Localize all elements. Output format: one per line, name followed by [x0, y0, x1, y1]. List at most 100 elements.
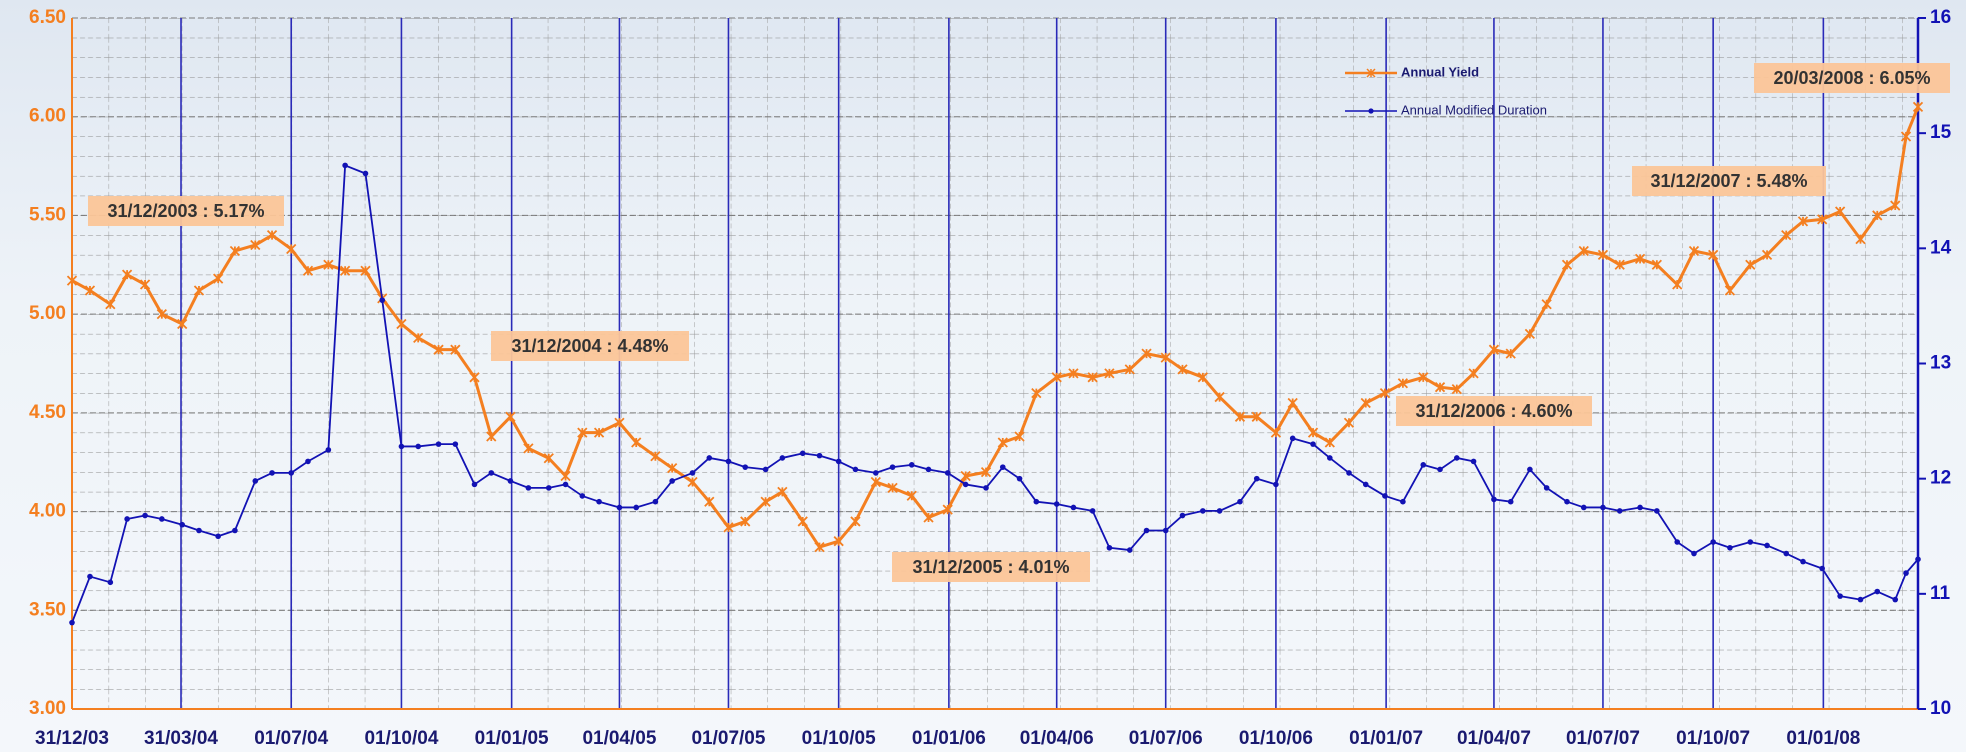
point-marker [1270, 427, 1282, 438]
point-marker [213, 273, 224, 284]
point-marker [1835, 206, 1846, 217]
annotation: 31/12/2004 : 4.48% [511, 336, 668, 356]
annotation-box [892, 552, 1090, 582]
point-marker [1379, 387, 1391, 399]
y-tick-label: 4.50 [29, 402, 66, 423]
point-marker [1470, 458, 1477, 465]
point-marker [87, 573, 93, 580]
point-marker [816, 452, 823, 459]
point-marker [1800, 558, 1806, 565]
y2-tick-label: 16 [1930, 7, 1951, 28]
point-marker [1287, 397, 1298, 409]
point-marker [325, 447, 332, 453]
x-tick-label: 01/01/07 [1349, 728, 1423, 749]
point-marker [269, 470, 275, 476]
annotation-box [491, 331, 689, 361]
point-marker [1068, 368, 1079, 379]
point-marker [1874, 588, 1881, 595]
point-marker [1634, 253, 1646, 264]
point-marker [814, 541, 825, 553]
point-marker [579, 493, 586, 499]
point-marker [286, 243, 297, 255]
point-marker [1346, 470, 1352, 476]
point-marker [1400, 498, 1406, 505]
point-marker [1382, 493, 1388, 499]
point-marker [1857, 596, 1864, 603]
x-tick-label: 31/12/03 [35, 728, 109, 749]
point-marker [215, 533, 221, 540]
point-marker [706, 455, 713, 461]
point-marker [305, 458, 311, 465]
point-marker [1616, 508, 1623, 514]
point-marker [1437, 466, 1443, 473]
annotation: 31/12/2006 : 4.60% [1415, 401, 1572, 421]
point-marker [1216, 508, 1223, 514]
point-marker [450, 344, 461, 355]
point-marker [1087, 372, 1098, 383]
x-tick-label: 01/04/07 [1457, 728, 1531, 749]
point-marker [415, 443, 421, 450]
point-marker [342, 162, 348, 169]
y-tick-label: 4.00 [29, 501, 66, 522]
point-marker [835, 458, 842, 465]
point-marker [1070, 504, 1077, 511]
point-marker [250, 239, 261, 251]
point-marker [616, 504, 623, 511]
point-marker [1781, 230, 1792, 241]
y-tick-label: 5.00 [29, 303, 66, 324]
point-marker [545, 485, 552, 491]
x-tick-label: 31/03/04 [144, 728, 218, 749]
point-marker [1033, 498, 1040, 505]
point-marker [196, 527, 202, 534]
point-marker [908, 462, 915, 468]
point-marker [360, 265, 371, 276]
point-marker [159, 516, 165, 522]
point-marker [433, 344, 444, 355]
point-marker [1453, 455, 1460, 461]
point-marker [850, 516, 861, 527]
point-marker [650, 451, 661, 462]
y2-tick-label: 10 [1930, 698, 1951, 719]
point-marker [193, 285, 205, 296]
point-marker [742, 464, 749, 470]
point-marker [139, 279, 151, 290]
point-marker [525, 485, 532, 491]
point-marker [669, 478, 675, 484]
point-marker [1106, 544, 1113, 551]
point-marker [1890, 200, 1901, 211]
point-marker [105, 299, 116, 310]
point-marker [288, 470, 295, 476]
x-tick-label: 01/07/05 [691, 728, 765, 749]
point-marker [797, 516, 808, 527]
point-marker [596, 498, 602, 505]
point-marker [1397, 378, 1409, 389]
point-marker [302, 265, 314, 276]
point-marker [1126, 547, 1133, 553]
point-marker [980, 466, 992, 478]
point-marker [1708, 249, 1719, 261]
minor-grid [72, 18, 1918, 709]
point-marker [997, 437, 1008, 448]
point-marker [398, 443, 405, 450]
point-marker [435, 441, 442, 447]
point-marker [1745, 259, 1756, 270]
point-marker [960, 470, 971, 482]
point-marker [523, 443, 534, 454]
annotation-box [1754, 63, 1950, 93]
point-marker [852, 466, 859, 473]
point-marker [107, 579, 114, 586]
point-marker [1672, 279, 1683, 290]
point-marker [469, 372, 480, 383]
annotation: 31/12/2007 : 5.48% [1650, 171, 1807, 191]
point-marker [1289, 435, 1296, 442]
point-marker [1362, 481, 1369, 488]
point-marker [323, 259, 334, 270]
point-marker [1819, 565, 1825, 572]
point-marker [1014, 431, 1025, 442]
point-marker [944, 470, 951, 476]
legend-label: Annual Yield [1401, 64, 1479, 79]
point-marker [1912, 101, 1924, 112]
x-tick-label: 01/01/08 [1786, 728, 1860, 749]
point-marker [870, 476, 881, 488]
